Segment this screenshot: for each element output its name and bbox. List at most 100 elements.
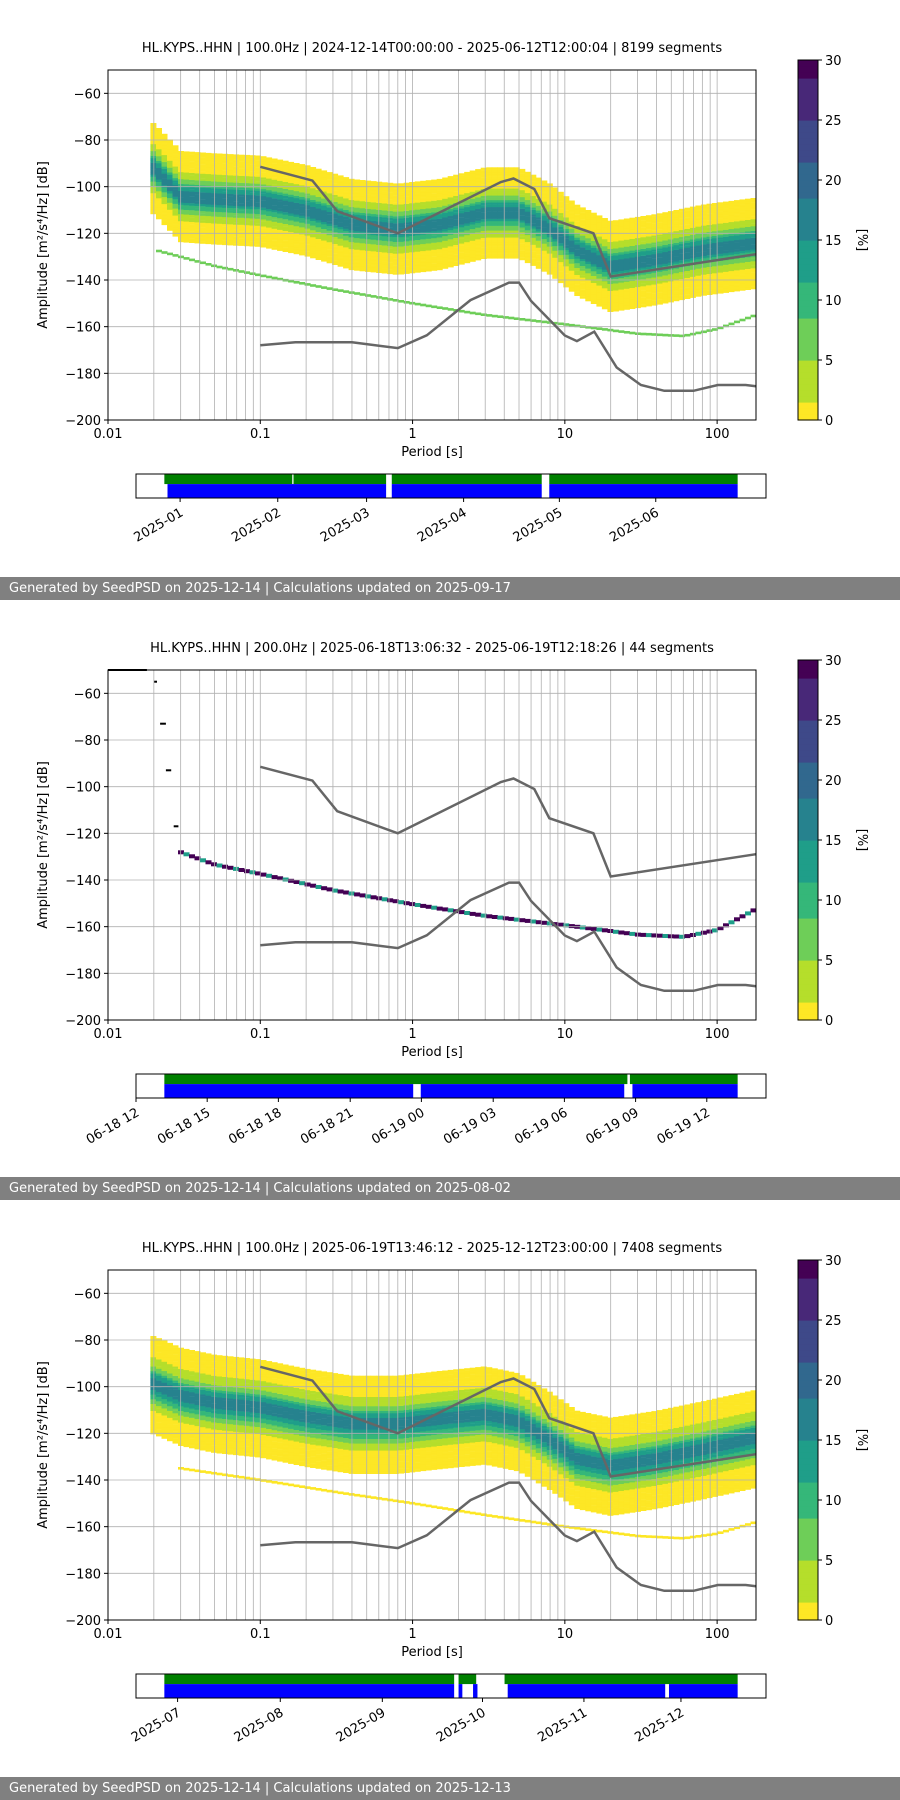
heatmap-cell [420, 190, 427, 193]
y-tick-label: −100 [65, 781, 101, 796]
heatmap-cell [172, 150, 179, 153]
heatmap-cell [282, 186, 289, 189]
colorbar-cell [798, 672, 818, 679]
heatmap-cell [750, 279, 757, 283]
heatmap-cell [260, 202, 267, 206]
heatmap-cell [249, 225, 256, 228]
heatmap-cell [717, 284, 724, 287]
heatmap-cell [453, 228, 460, 231]
heatmap-cell [271, 235, 278, 239]
heatmap-cell [200, 208, 206, 212]
heatmap-cell [673, 296, 680, 299]
heatmap-cell [271, 276, 278, 280]
colorbar-cell [798, 732, 818, 739]
heatmap-cell [563, 323, 570, 326]
heatmap-cell [464, 220, 471, 224]
heatmap-cell [354, 209, 361, 213]
colorbar-cell [798, 300, 818, 307]
heatmap-cell [244, 208, 250, 212]
heatmap-cell [216, 242, 223, 245]
heatmap-cell [623, 265, 630, 268]
heatmap-cell [343, 195, 350, 199]
heatmap-cell [260, 170, 267, 173]
heatmap-cell [216, 176, 223, 180]
heatmap-cell [574, 251, 581, 254]
heatmap-cell [519, 189, 526, 193]
heatmap-cell [282, 202, 289, 206]
heatmap-cell [585, 296, 592, 299]
heatmap-cell [596, 297, 603, 300]
heatmap-cell [700, 276, 707, 280]
heatmap-cell [321, 226, 328, 229]
heatmap-cell [227, 221, 234, 225]
heatmap-cell [585, 263, 592, 267]
heatmap-cell [337, 222, 344, 225]
heatmap-cell [315, 238, 322, 242]
heatmap-cell [431, 228, 438, 232]
heatmap-cell [530, 179, 537, 182]
heatmap-cell [392, 218, 399, 221]
heatmap-cell [728, 289, 735, 293]
heatmap-cell [425, 243, 432, 246]
heatmap-cell [486, 214, 493, 217]
heatmap-cell [216, 188, 223, 192]
heatmap-cell [464, 176, 471, 180]
heatmap-cell [475, 197, 482, 200]
heatmap-cell [717, 223, 724, 226]
heatmap-cell [233, 240, 239, 244]
heatmap-cell [535, 186, 542, 190]
heatmap-cell [266, 246, 273, 249]
heatmap-cell [662, 300, 669, 304]
heatmap-cell [508, 242, 515, 245]
heatmap-cell [508, 169, 515, 173]
heatmap-cell [255, 169, 261, 173]
heatmap-cell [491, 253, 498, 257]
heatmap-cell [365, 252, 372, 256]
heatmap-cell [491, 200, 498, 203]
colorbar-cell [798, 864, 818, 871]
heatmap-cell [623, 293, 630, 296]
heatmap-cell [700, 211, 707, 215]
heatmap-cell [745, 222, 751, 225]
heatmap-cell [436, 183, 443, 187]
heatmap-cell [700, 293, 707, 296]
heatmap-cell [723, 224, 729, 228]
heatmap-cell [167, 223, 173, 227]
heatmap-cell [728, 210, 735, 213]
heatmap-cell [266, 176, 273, 179]
heatmap-cell [315, 227, 322, 230]
heatmap-cell [359, 236, 366, 239]
heatmap-cell [200, 229, 206, 233]
heatmap-cell [431, 179, 438, 183]
heatmap-cell [541, 257, 548, 261]
heatmap-cell [343, 193, 350, 196]
heatmap-cell [227, 219, 234, 222]
heatmap-cell [447, 250, 454, 254]
heatmap-cell [172, 222, 179, 225]
heatmap-cell [271, 193, 278, 197]
heatmap-cell [194, 212, 201, 216]
heatmap-cell [189, 207, 195, 211]
heatmap-cell [310, 209, 317, 212]
heatmap-cell [315, 257, 322, 260]
heatmap-cell [277, 196, 284, 200]
heatmap-cell [255, 183, 261, 187]
heatmap-cell [420, 204, 427, 207]
heatmap-cell [161, 206, 168, 209]
heatmap-cell [376, 896, 383, 901]
heatmap-cell [370, 267, 377, 271]
heatmap-cell [442, 184, 449, 188]
heatmap-cell [464, 218, 471, 222]
heatmap-cell [662, 242, 669, 246]
heatmap-cell [574, 267, 581, 271]
heatmap-cell [183, 163, 190, 166]
heatmap-cell [343, 226, 350, 229]
heatmap-cell [359, 266, 366, 269]
heatmap-cell [662, 237, 669, 241]
heatmap-cell [326, 181, 333, 184]
heatmap-cell [255, 185, 261, 189]
heatmap-cell [365, 187, 372, 191]
heatmap-cell [695, 219, 702, 223]
heatmap-cell [502, 183, 509, 187]
heatmap-cell [464, 213, 471, 217]
